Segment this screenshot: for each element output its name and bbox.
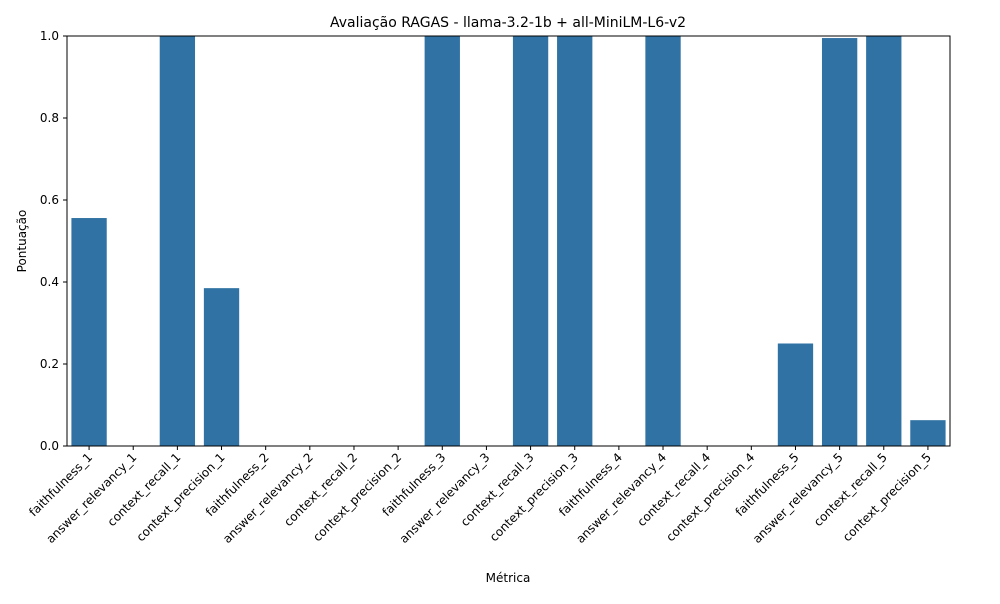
y-tick-label: 1.0 bbox=[40, 29, 59, 43]
bars-group bbox=[71, 36, 946, 447]
bar-context_precision_3 bbox=[557, 36, 593, 446]
y-tick-label: 0.6 bbox=[40, 193, 59, 207]
bar-answer_relevancy_5 bbox=[821, 38, 858, 447]
y-tick-label: 0.8 bbox=[40, 111, 59, 125]
y-tick-label: 0.0 bbox=[40, 439, 59, 453]
chart-title: Avaliação RAGAS - llama-3.2-1b + all-Min… bbox=[330, 15, 686, 31]
bar-faithfulness_5 bbox=[777, 343, 814, 446]
bar-context_recall_1 bbox=[159, 36, 196, 446]
bar-context_recall_5 bbox=[866, 36, 902, 446]
bar-answer_relevancy_4 bbox=[645, 36, 681, 446]
x-tick-label-context_precision_5: context_precision_5 bbox=[840, 450, 934, 544]
bar-context_precision_1 bbox=[203, 288, 240, 446]
y-tick-label: 0.4 bbox=[40, 275, 59, 289]
x-axis: faithfulness_1answer_relevancy_1context_… bbox=[26, 446, 934, 546]
bar-faithfulness_1 bbox=[71, 218, 107, 446]
y-axis: 0.0 0.2 0.4 0.6 0.8 1.0 bbox=[40, 29, 67, 453]
x-axis-label: Métrica bbox=[486, 571, 531, 585]
y-tick-label: 0.2 bbox=[40, 357, 59, 371]
y-axis-label: Pontuação bbox=[15, 210, 29, 273]
bar-context_recall_3 bbox=[512, 36, 549, 446]
plot-frame bbox=[66, 35, 951, 447]
bar-faithfulness_3 bbox=[424, 36, 460, 446]
bar-context_precision_5 bbox=[910, 420, 946, 446]
